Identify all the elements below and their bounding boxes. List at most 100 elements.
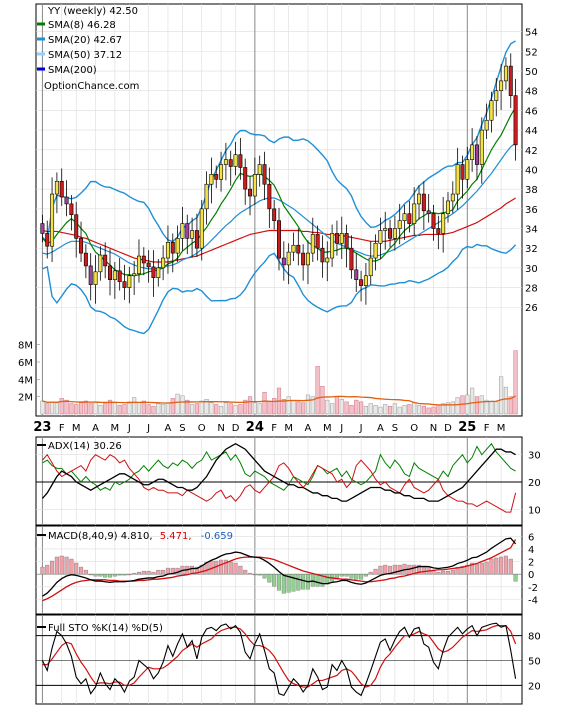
price-tick-label: 30	[525, 264, 538, 275]
candle-body	[64, 196, 69, 205]
macd-histogram-bar	[233, 562, 238, 575]
candle-body	[228, 159, 233, 167]
volume-bar	[445, 402, 451, 415]
candle-body	[334, 233, 339, 244]
macd-histogram-bar	[450, 569, 455, 575]
volume-bar	[185, 399, 190, 415]
volume-bar	[373, 405, 378, 415]
volume-bar	[508, 396, 513, 415]
watermark: OptionChance.com	[44, 81, 139, 92]
candle-body	[363, 275, 368, 286]
volume-bar	[320, 386, 325, 415]
candle-body	[349, 247, 354, 271]
volume-bar	[334, 396, 340, 415]
macd-tick-label: 6	[528, 532, 534, 543]
volume-bar	[494, 401, 499, 415]
volume-bar	[247, 396, 253, 415]
x-tick-label: F	[271, 423, 277, 434]
volume-bar	[349, 405, 354, 415]
sma20-line	[42, 142, 516, 270]
sto-title-text: Full STO %K(14) %D(5)	[48, 623, 163, 634]
volume-average-line	[42, 395, 516, 406]
volume-bar	[45, 403, 50, 415]
macd-histogram-bar	[363, 573, 368, 577]
volume-bar	[344, 401, 349, 415]
macd-histogram-bar	[286, 573, 291, 593]
x-tick-label: N	[430, 423, 437, 434]
macd-tick-label: 2	[528, 558, 534, 569]
macd-histogram-bar	[247, 572, 253, 575]
volume-bar	[170, 398, 175, 415]
volume-bar	[228, 403, 233, 415]
volume-bar	[412, 402, 417, 415]
macd-histogram-bar	[156, 569, 161, 575]
candle-body	[402, 213, 407, 221]
volume-bar	[489, 400, 494, 415]
macd-histogram-bar	[141, 570, 146, 575]
x-tick-label: 24	[246, 420, 264, 435]
candle-body	[479, 129, 484, 165]
macd-histogram-bar	[223, 559, 228, 575]
macd-histogram-bar	[199, 564, 204, 575]
macd-line	[42, 537, 517, 597]
candle-body	[291, 244, 296, 253]
macd-histogram-bar	[267, 573, 272, 583]
price-tick-label: 48	[525, 87, 538, 98]
macd-histogram-bar	[262, 573, 267, 579]
volume-bar	[387, 405, 393, 415]
sto-k-line	[41, 622, 517, 697]
macd-histogram-bar	[74, 562, 79, 575]
macd-histogram-bar	[503, 555, 508, 575]
volume-bar	[107, 399, 113, 415]
price-tick-label: 40	[525, 165, 538, 176]
macd-histogram-bar	[272, 573, 277, 587]
macd-hist-value: -0.659	[201, 531, 233, 542]
volume-bar	[151, 405, 156, 415]
macd-histogram-bar	[296, 573, 301, 591]
volume-bar	[117, 405, 122, 415]
macd-histogram-bar	[392, 564, 397, 575]
minus-di-line	[42, 453, 517, 513]
macd-histogram-bar	[397, 564, 402, 575]
volume-bar	[397, 406, 402, 415]
volume-bar	[64, 399, 69, 415]
sto-title: Full STO %K(14) %D(5)	[37, 623, 163, 634]
volume-bar	[455, 397, 460, 415]
volume-bar	[98, 405, 103, 415]
price-tick-label: 52	[525, 47, 538, 58]
volume-bar	[136, 402, 142, 415]
candle-body	[204, 183, 209, 210]
volume-bar	[161, 404, 166, 415]
candle-body	[117, 270, 122, 282]
candle-body	[359, 279, 364, 286]
candle-body	[383, 228, 388, 231]
volume-bar	[175, 393, 180, 415]
macd-histogram-bar	[281, 573, 286, 594]
candle-body	[436, 228, 441, 234]
macd-histogram-bar	[315, 573, 320, 587]
x-tick-label: O	[198, 423, 206, 434]
macd-histogram-bar	[93, 573, 98, 577]
candle-body	[277, 220, 281, 259]
macd-histogram-bar	[112, 573, 117, 577]
legend-sma20-label: SMA(20) 42.67	[48, 35, 122, 46]
volume-bar	[441, 403, 446, 415]
x-tick-label: M	[323, 423, 332, 434]
candle-body	[93, 271, 98, 285]
macd-histogram-bar	[103, 573, 108, 578]
macd-histogram-bar	[344, 573, 349, 577]
macd-histogram-bar	[238, 565, 243, 575]
candle-body	[54, 180, 59, 195]
candle-body	[175, 238, 180, 254]
adx-tick-label: 30	[528, 451, 541, 462]
volume-bar	[127, 401, 132, 415]
volume-tick-label: 2M	[18, 393, 33, 404]
volume-bar	[431, 406, 436, 415]
macd-histogram-bar	[54, 556, 59, 575]
candle-body	[412, 203, 417, 224]
candle-body	[103, 254, 108, 267]
volume-bar	[122, 404, 127, 415]
volume-bar	[165, 402, 171, 415]
volume-tick-label: 8M	[18, 341, 33, 352]
candle-body	[223, 159, 228, 165]
